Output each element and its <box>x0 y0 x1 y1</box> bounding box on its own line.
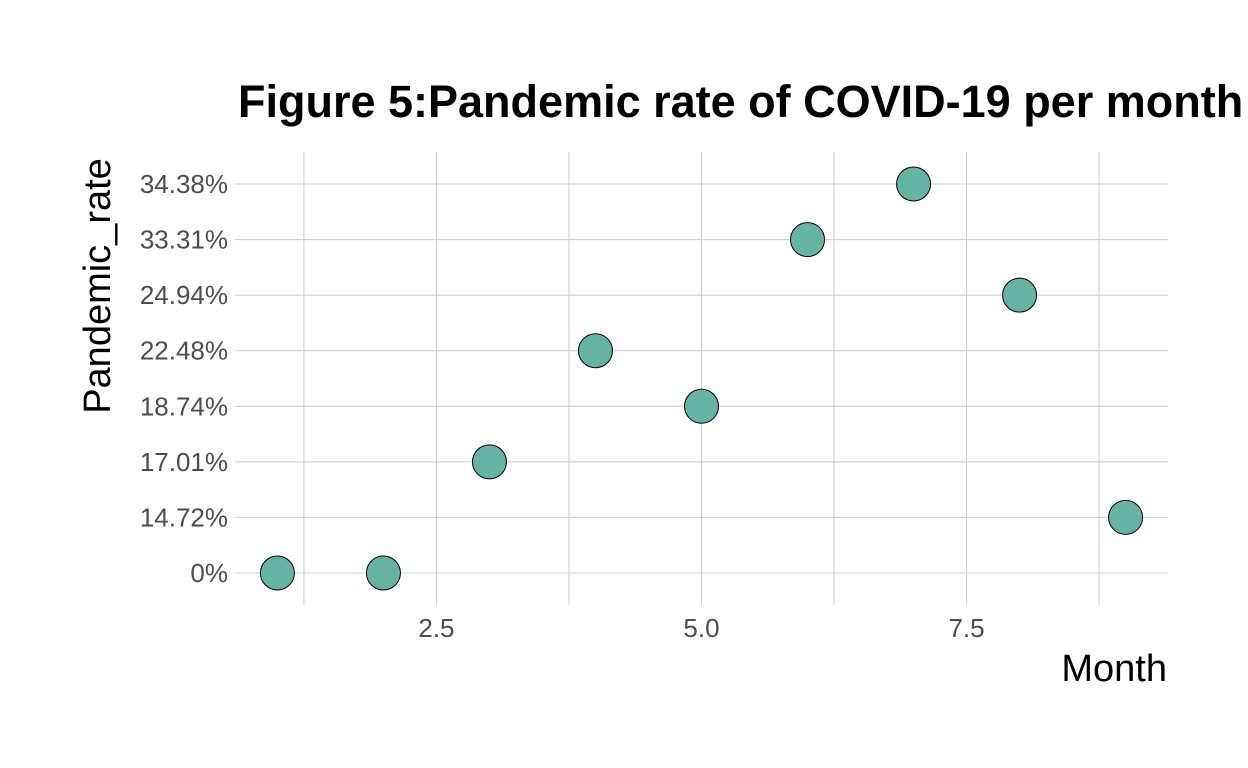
chart-title: Figure 5:Pandemic rate of COVID-19 per m… <box>238 76 1243 127</box>
data-point <box>1108 499 1144 535</box>
x-axis-tick-labels: 2.5 5.0 7.5 <box>418 613 984 643</box>
data-points <box>259 166 1144 591</box>
y-tick-label: 34.38% <box>140 169 228 199</box>
data-point <box>896 166 932 202</box>
y-tick-label: 0% <box>190 558 228 588</box>
x-tick-label: 5.0 <box>683 613 719 643</box>
y-tick-label: 18.74% <box>140 391 228 421</box>
data-point <box>684 388 719 424</box>
x-tick-label: 7.5 <box>948 613 984 643</box>
y-tick-label: 22.48% <box>140 336 228 366</box>
data-point <box>259 555 295 591</box>
data-point <box>365 555 401 591</box>
x-tick-label: 2.5 <box>418 613 454 643</box>
data-point <box>577 333 613 369</box>
y-axis-tick-labels: 0% 14.72% 17.01% 18.74% 22.48% 24.94% 33.31% 34… <box>140 169 228 588</box>
y-tick-label: 24.94% <box>140 280 228 310</box>
grid <box>235 152 1168 605</box>
y-tick-label: 17.01% <box>140 447 228 477</box>
data-point <box>471 444 507 480</box>
y-tick-label: 33.31% <box>140 225 228 255</box>
y-axis-title: Pandemic_rate <box>77 158 119 414</box>
data-point <box>790 222 826 258</box>
data-point <box>1002 277 1038 313</box>
x-axis-title: Month <box>1061 648 1167 690</box>
y-tick-label: 14.72% <box>140 502 228 532</box>
